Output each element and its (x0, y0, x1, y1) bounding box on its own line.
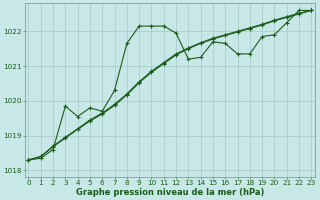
X-axis label: Graphe pression niveau de la mer (hPa): Graphe pression niveau de la mer (hPa) (76, 188, 264, 197)
